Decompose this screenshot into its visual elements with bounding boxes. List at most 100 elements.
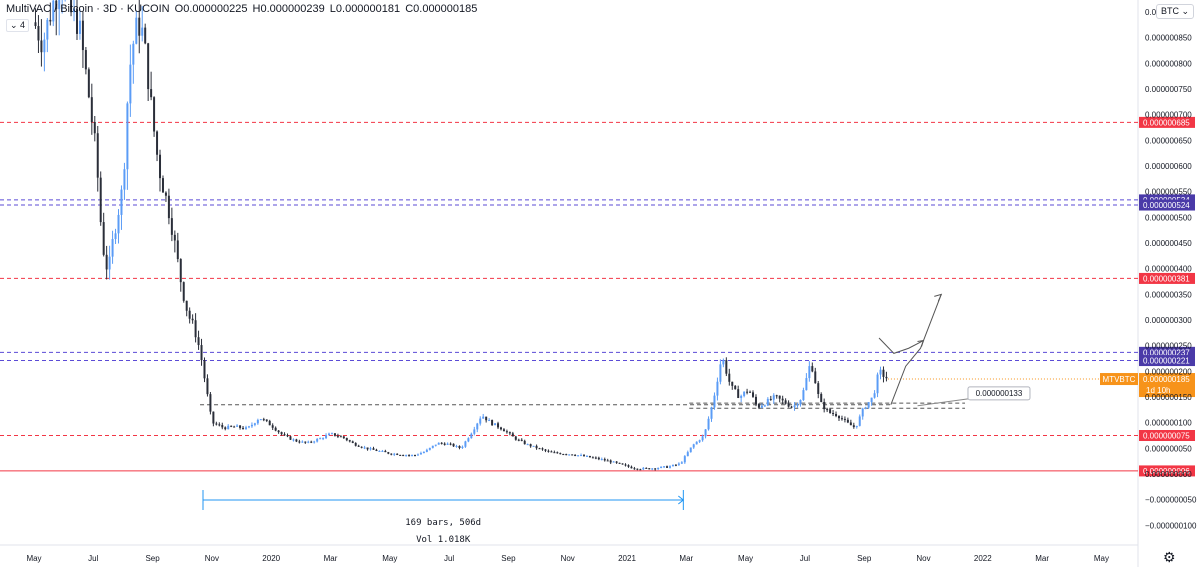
candle-body [725,360,728,374]
candle-body [692,444,695,448]
candle-body [663,466,666,468]
price-tick-label: 0.000000000 [1145,470,1192,479]
candle-body [375,449,378,451]
candle-body [396,453,399,455]
candle-body [250,424,253,427]
date-range-arrow [678,495,685,505]
price-tick-label: 0.000000100 [1145,419,1192,428]
candle-body [606,460,609,462]
candle-body [660,466,663,469]
candle-body [354,442,357,446]
price-tick-label: 0.000000800 [1145,59,1192,68]
candle-body [523,440,526,445]
candle-body [843,418,846,420]
candle-body [491,420,494,426]
candle-body [837,416,840,419]
candle-body [357,445,360,447]
candle-body [713,395,716,408]
candle-body [840,418,843,420]
candle-body [40,40,43,53]
currency-button[interactable]: BTC ⌄ [1156,4,1195,19]
chart-grid [0,0,1139,567]
candle-body [707,418,710,430]
price-level-tag [1139,116,1195,128]
candle-body [224,427,227,430]
price-level-tag [1139,346,1195,358]
candle-body [43,39,46,53]
candle-body [443,443,446,445]
candle-body [710,407,713,419]
candle-body [182,282,185,301]
candle-body [75,8,78,34]
time-tick-label: 2020 [262,554,280,563]
candle-body [292,439,295,441]
time-tick-label: Sep [145,554,160,563]
candle-body [618,462,621,464]
candle-body [345,438,348,441]
candle-body [749,391,752,393]
candle-body [746,391,749,393]
candle-body [191,318,194,321]
candle-body [615,461,618,463]
candle-body [499,427,502,430]
indicators-toggle[interactable]: ⌄ 4 [6,19,30,32]
candle-body [473,429,476,434]
time-tick-label: May [26,554,41,563]
candle-body [244,427,247,429]
candle-body [141,27,144,36]
candle-body [247,426,250,428]
candle-body [621,463,624,465]
price-level-tag [1139,355,1195,367]
candle-body [829,409,832,414]
candle-body [574,455,577,457]
candle-body [689,447,692,453]
time-tick-label: Jul [800,554,810,563]
candle-body [760,405,763,408]
candle-body [422,451,425,454]
candle-body [704,429,707,437]
candle-body [289,436,292,440]
symbol-title[interactable]: MultiVAC / Bitcoin · 3D · KUCOIN [6,3,170,15]
projection-path [890,294,942,405]
candle-body [348,440,351,442]
candle-body [381,450,384,452]
candle-body [502,429,505,432]
time-tick-label: 2021 [618,554,636,563]
time-tick-label: Mar [324,554,338,563]
price-tick-label: −0.000000050 [1145,496,1197,505]
candle-body [96,133,99,178]
candle-body [274,427,277,431]
candle-body [369,448,372,450]
candle-body [203,360,206,379]
candle-body [852,425,855,428]
candle-body [120,189,123,215]
candle-body [280,432,283,435]
candle-body [239,425,242,428]
candle-body [301,441,304,443]
candle-body [366,447,369,450]
time-axis: May Jul Sep Nov 2020 Mar May Jul Sep Nov 2021 Mar Ma… [26,554,1109,563]
candle-body [701,436,704,441]
candle-body [372,448,375,450]
candle-body [657,468,660,470]
candle-body [731,381,734,386]
time-tick-label: Nov [916,554,930,563]
candle-body [461,446,464,448]
candle-body [212,411,215,424]
candle-body [84,50,87,70]
price-tick-label: 0.000000600 [1145,162,1192,171]
candle-body [820,393,823,402]
candle-body [698,440,701,442]
candle-body [298,441,301,443]
candle-body [37,26,40,41]
time-tick-label: Nov [205,554,219,563]
price-level-label: 0.000000381 [1143,274,1190,283]
candle-body [538,448,541,450]
candle-body [752,392,755,397]
time-tick-label: Mar [1035,554,1049,563]
candle-body [565,454,568,456]
candle-body [879,369,882,375]
price-levels: 0.0000006850.0000005340.0000005240.00000… [0,116,1195,477]
gear-icon[interactable]: ⚙ [1163,549,1176,565]
